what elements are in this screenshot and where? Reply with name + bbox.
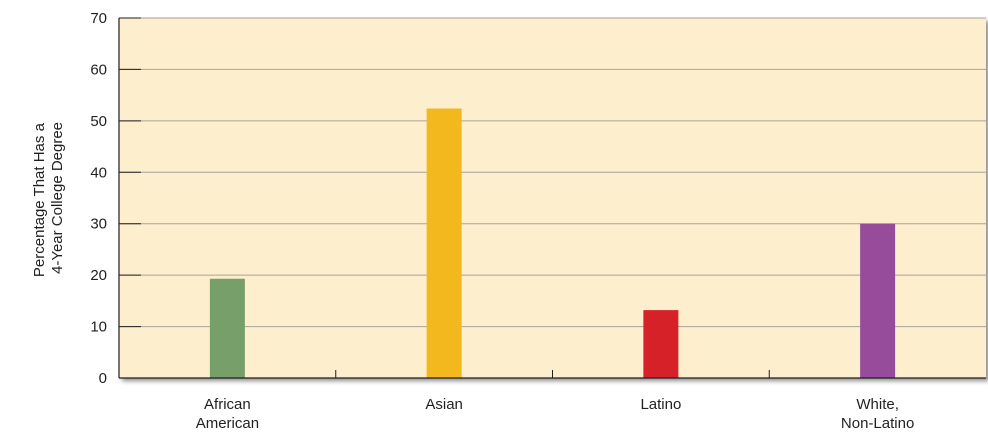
x-category-label-line: White,	[856, 396, 899, 413]
y-tick-label: 0	[99, 370, 107, 387]
y-tick-label: 60	[90, 61, 107, 78]
x-category-label: White, Non-Latino	[841, 396, 914, 432]
y-tick-labels: 0 10 20 30 40 50 60 70	[90, 10, 107, 387]
gridlines	[119, 17, 986, 328]
x-category-label: African American	[196, 396, 259, 432]
x-category-label-line: African	[204, 396, 251, 413]
y-tick-label: 70	[90, 10, 107, 27]
y-axis-title-line-2: 4-Year College Degree	[49, 122, 66, 274]
bar	[860, 223, 896, 378]
y-axis-title-line-1: Percentage That Has a	[31, 122, 48, 277]
y-tick-label: 10	[90, 319, 107, 336]
y-tick-label: 30	[90, 216, 107, 233]
y-tick-label: 40	[90, 164, 107, 181]
bar	[209, 278, 245, 378]
bar	[426, 108, 462, 378]
bars	[209, 108, 896, 378]
x-category-label-line: American	[196, 415, 259, 432]
x-category-label: Latino	[640, 396, 681, 413]
axes	[118, 17, 986, 379]
x-category-label-line: Asian	[425, 396, 463, 413]
bar	[643, 310, 679, 378]
x-category-label-line: Latino	[640, 396, 681, 413]
x-category-label-line: Non-Latino	[841, 415, 914, 432]
y-axis-title: Percentage That Has a 4-Year College Deg…	[31, 119, 66, 277]
category-labels: African American Asian Latino White, Non-Lati…	[196, 396, 915, 432]
y-tick-label: 20	[90, 267, 107, 284]
x-category-label: Asian	[425, 396, 463, 413]
plot-area	[119, 18, 986, 378]
y-tick-label: 50	[90, 113, 107, 130]
